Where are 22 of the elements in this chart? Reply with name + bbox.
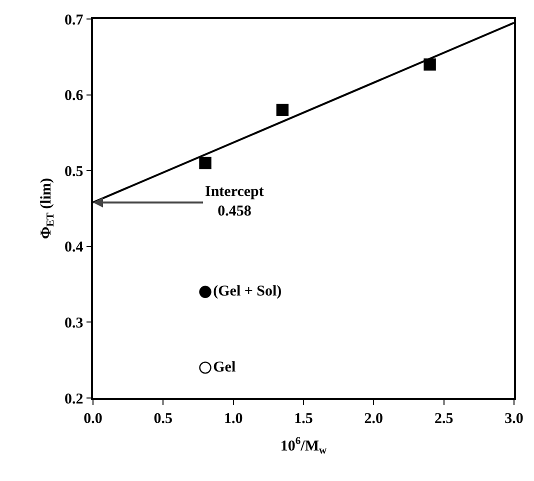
series-label: (Gel + Sol): [213, 284, 282, 300]
y-tick-label: 0.3: [64, 315, 84, 332]
point: [199, 286, 212, 298]
x-tick-label: 2.0: [364, 410, 384, 427]
y-tick-label: 0.2: [64, 391, 84, 408]
x-tick-label: 0.5: [154, 410, 173, 427]
y-tick-label: 0.5: [64, 164, 84, 180]
annotation: Intercept 0.458: [205, 184, 264, 220]
y-tick-label: 0.4: [64, 240, 84, 256]
x-tick-label: 1.0: [224, 410, 243, 427]
x-tick-label: 3.0: [504, 410, 524, 427]
x-tick-label: 1.5: [294, 410, 313, 427]
x-tick-label: 2.5: [434, 410, 454, 427]
point: [276, 104, 289, 116]
point: [424, 58, 436, 71]
x-axis-title: 10$^{6}$/M$_{w}$: [280, 436, 327, 456]
x-tick-label: 0.0: [84, 410, 102, 427]
point: [199, 362, 212, 374]
y-tick-label: 0.6: [64, 88, 84, 104]
series-label: Gel: [213, 359, 236, 376]
y-tick-label: 0.7: [64, 12, 84, 28]
point: [199, 156, 212, 170]
